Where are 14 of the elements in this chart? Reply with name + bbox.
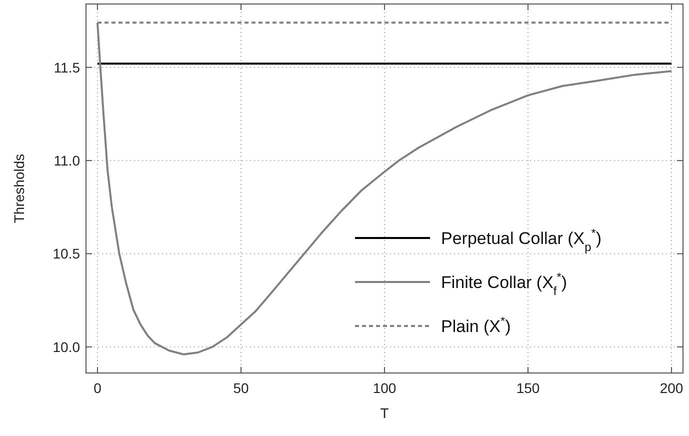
x-tick-label: 100: [372, 380, 396, 396]
y-tick-label: 10.0: [52, 338, 80, 355]
y-axis-title: Thresholds: [11, 154, 27, 224]
legend-label: Finite Collar (X$_{f}$$^{*}$): [441, 270, 568, 298]
y-tick-label: 10.5: [52, 246, 80, 262]
legend-label: Perpetual Collar (X$_{p}$$^{*}$): [441, 226, 602, 254]
y-tick-label: 11.0: [54, 152, 80, 169]
x-tick-label: 200: [660, 380, 684, 396]
x-tick-label: 150: [516, 380, 540, 396]
x-axis-title: T: [380, 405, 390, 421]
x-tick-label: 50: [233, 380, 249, 396]
x-tick-label: 0: [94, 380, 102, 396]
y-tick-label: 11.5: [54, 59, 80, 76]
legend-label: Plain (X$^{*}$): [441, 314, 511, 336]
